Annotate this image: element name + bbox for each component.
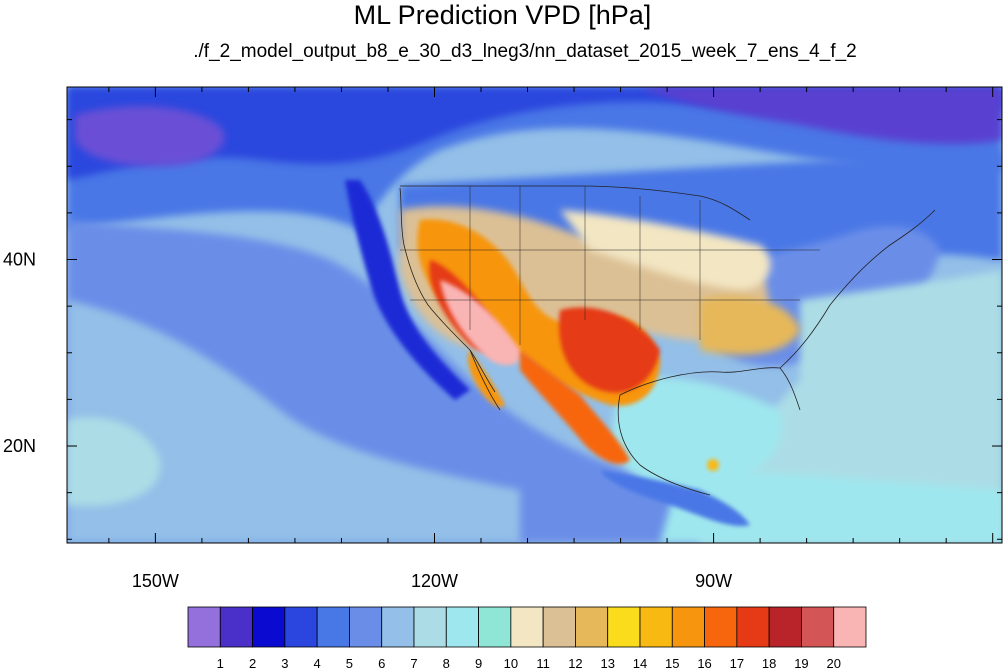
colorbar-label: 19 — [794, 656, 808, 671]
colorbar-swatch — [768, 606, 802, 648]
y-tick-label: 40N — [3, 250, 36, 270]
field-central-america — [600, 470, 750, 526]
colorbar-label: 14 — [633, 656, 647, 671]
field-texas-red — [559, 307, 660, 393]
colorbar-swatch — [349, 606, 383, 648]
colorbar-swatch — [736, 606, 770, 648]
mexico-east-coastline — [617, 394, 711, 496]
colorbar-label: 15 — [665, 656, 679, 671]
field-gulf-alaska-low — [75, 106, 225, 167]
colorbar-label: 9 — [475, 656, 482, 671]
colorbar-swatch — [316, 606, 350, 648]
field-gulf-of-mexico — [610, 377, 782, 491]
colorbar-label: 17 — [730, 656, 744, 671]
colorbar-swatch — [607, 606, 641, 648]
colorbar-swatch — [413, 606, 447, 648]
colorbar-swatch — [381, 606, 415, 648]
atlantic-coastline — [779, 209, 936, 369]
x-tick-label: 150W — [132, 571, 179, 591]
state-lines — [400, 186, 820, 345]
field-cuba-spot — [707, 459, 719, 471]
map-title: ML Prediction VPD [hPa] — [353, 0, 652, 30]
colorbar-swatch — [801, 606, 835, 648]
map-frame — [66, 86, 1003, 544]
colorbar-label: 7 — [410, 656, 417, 671]
colorbar-label: 10 — [504, 656, 518, 671]
colorbar-label: 18 — [762, 656, 776, 671]
map-field — [67, 87, 1002, 543]
colorbar-swatch — [639, 606, 673, 648]
colorbar-swatch — [445, 606, 479, 648]
map-coastlines — [399, 185, 936, 496]
colorbar-swatch — [219, 606, 253, 648]
colorbar-swatch — [542, 606, 576, 648]
colorbar-label: 13 — [600, 656, 614, 671]
colorbar-swatch — [510, 606, 544, 648]
colorbar: 1 2 3 4 5 6 7 8 9 10 11 12 13 14 15 16 17 18 19 20 — [187, 606, 867, 671]
west-coastline — [399, 187, 496, 393]
field-pacific-south-band — [67, 300, 520, 543]
colorbar-swatch — [575, 606, 609, 648]
field-mid-south-tan — [700, 296, 800, 355]
colorbar-label: 4 — [314, 656, 321, 671]
baja-coastline — [469, 349, 501, 411]
gulf-coastline — [619, 367, 801, 411]
field-hawaii-region — [67, 417, 161, 506]
field-desert-pink — [440, 280, 521, 366]
colorbar-label: 11 — [536, 656, 550, 671]
field-hudson-low — [640, 87, 1002, 145]
colorbar-label: 8 — [443, 656, 450, 671]
y-tick-label: 20N — [3, 436, 36, 456]
field-mexico-plateau — [520, 350, 630, 465]
colorbar-swatch — [478, 606, 512, 648]
field-west-coast-strip — [345, 180, 470, 400]
colorbar-label: 5 — [346, 656, 353, 671]
x-tick-label: 90W — [695, 571, 732, 591]
colorbar-label: 2 — [249, 656, 256, 671]
colorbar-swatch — [284, 606, 318, 648]
x-tick-label: 120W — [411, 571, 458, 591]
colorbar-label: 16 — [697, 656, 711, 671]
colorbar-swatch — [833, 606, 867, 648]
colorbar-label: 6 — [378, 656, 385, 671]
axis-ticks: 150W 120W 90W 40N 20N — [3, 87, 1002, 591]
colorbar-swatch — [704, 606, 738, 648]
colorbar-label: 3 — [281, 656, 288, 671]
colorbar-label: 12 — [568, 656, 582, 671]
colorbar-swatch — [187, 606, 221, 648]
colorbar-swatch — [671, 606, 705, 648]
canada-us-border — [400, 185, 751, 221]
colorbar-label: 20 — [826, 656, 840, 671]
colorbar-label: 1 — [217, 656, 224, 671]
map-subtitle: ./f_2_model_output_b8_e_30_d3_lneg3/nn_d… — [193, 41, 857, 62]
colorbar-swatch — [252, 606, 286, 648]
